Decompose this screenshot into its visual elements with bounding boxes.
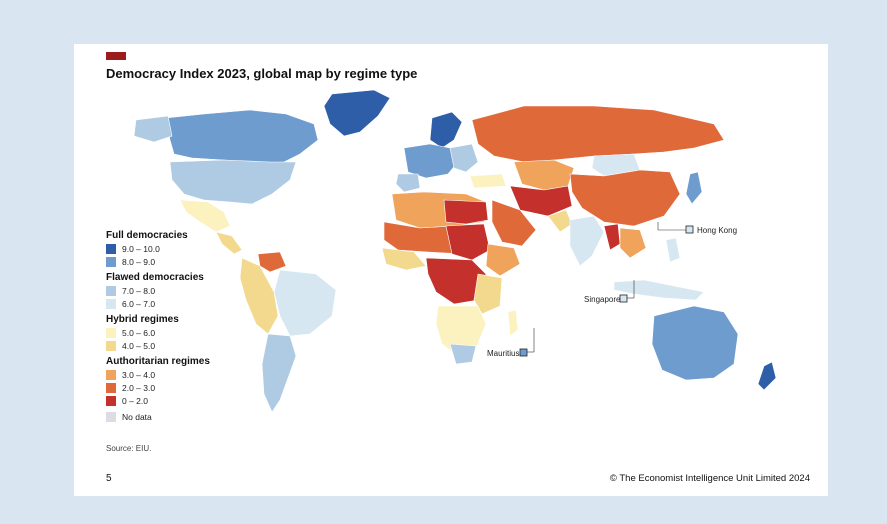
alaska xyxy=(133,115,173,143)
singapore-label: Singapore xyxy=(584,295,621,304)
western-europe xyxy=(403,143,459,179)
eastern-europe xyxy=(449,143,479,173)
japan xyxy=(685,171,703,205)
madagascar xyxy=(507,309,519,337)
page-number: 5 xyxy=(106,473,112,484)
west-africa xyxy=(381,247,427,271)
legend-swatch xyxy=(106,370,116,380)
venezuela xyxy=(257,251,287,273)
singapore-marker xyxy=(619,294,628,303)
legend-row: 2.0 – 3.0 xyxy=(106,382,246,394)
legend-label: 5.0 – 6.0 xyxy=(122,328,156,338)
philippines xyxy=(665,237,681,263)
brand-bar xyxy=(106,52,126,60)
legend-swatch xyxy=(106,328,116,338)
legend-row: 0 – 2.0 xyxy=(106,395,246,407)
south-africa xyxy=(449,343,477,365)
legend-label: 9.0 – 10.0 xyxy=(122,244,160,254)
hong-kong-label: Hong Kong xyxy=(697,226,737,235)
legend-row: 3.0 – 4.0 xyxy=(106,369,246,381)
brazil xyxy=(273,269,337,337)
indonesia xyxy=(613,279,705,301)
legend-label: 0 – 2.0 xyxy=(122,396,148,406)
libya-egypt xyxy=(443,199,489,225)
china xyxy=(569,169,681,227)
legend-row: 9.0 – 10.0 xyxy=(106,243,246,255)
mexico xyxy=(179,199,231,233)
usa xyxy=(169,159,297,205)
legend-row: 8.0 – 9.0 xyxy=(106,256,246,268)
legend-swatch xyxy=(106,396,116,406)
canada xyxy=(165,109,319,165)
map-title: Democracy Index 2023, global map by regi… xyxy=(106,66,418,81)
legend-row: 5.0 – 6.0 xyxy=(106,327,246,339)
arabian-peninsula xyxy=(491,199,537,247)
southeast-asia xyxy=(619,227,647,259)
russia xyxy=(471,105,725,163)
legend-group-title: Flawed democracies xyxy=(106,272,204,283)
legend-row: 6.0 – 7.0 xyxy=(106,298,246,310)
india xyxy=(569,215,605,267)
legend-swatch xyxy=(106,286,116,296)
legend-group-title: Authoritarian regimes xyxy=(106,356,210,367)
legend-label: 8.0 – 9.0 xyxy=(122,257,156,267)
central-africa xyxy=(425,257,487,305)
legend-group-title: Hybrid regimes xyxy=(106,314,179,325)
legend-swatch xyxy=(106,299,116,309)
east-africa xyxy=(473,273,503,315)
new-zealand xyxy=(757,361,777,391)
southern-cone xyxy=(261,333,297,413)
copyright: © The Economist Intelligence Unit Limite… xyxy=(609,473,810,484)
australia xyxy=(651,305,739,381)
legend-group: Flawed democracies 7.0 – 8.0 6.0 – 7.0 xyxy=(106,272,246,310)
legend-row: 4.0 – 5.0 xyxy=(106,340,246,352)
legend-label: 6.0 – 7.0 xyxy=(122,299,156,309)
legend-label: 4.0 – 5.0 xyxy=(122,341,156,351)
world-map: Hong Kong Singapore Mauritius xyxy=(133,89,777,413)
legend-row: 7.0 – 8.0 xyxy=(106,285,246,297)
mauritius-label: Mauritius xyxy=(487,349,519,358)
legend-swatch-no-data xyxy=(106,412,116,422)
sudan-chad xyxy=(445,223,491,261)
legend-swatch xyxy=(106,244,116,254)
legend-swatch xyxy=(106,341,116,351)
legend-label: 2.0 – 3.0 xyxy=(122,383,156,393)
central-asia xyxy=(513,159,575,191)
legend-group: Authoritarian regimes 3.0 – 4.0 2.0 – 3.0 0… xyxy=(106,356,246,407)
greenland xyxy=(323,89,391,137)
scandinavia xyxy=(429,111,463,149)
legend-swatch xyxy=(106,257,116,267)
legend-label: 3.0 – 4.0 xyxy=(122,370,156,380)
central-america xyxy=(215,231,243,255)
legend-label: 7.0 – 8.0 xyxy=(122,286,156,296)
legend-row-no-data: No data xyxy=(106,411,246,423)
hong-kong-marker xyxy=(685,225,694,234)
horn-of-africa xyxy=(485,243,521,277)
mauritius-marker xyxy=(519,348,528,357)
legend-label-no-data: No data xyxy=(122,412,152,422)
source-note: Source: EIU. xyxy=(106,444,152,453)
legend: Full democracies 9.0 – 10.0 8.0 – 9.0 Flawe… xyxy=(106,230,246,424)
myanmar xyxy=(603,223,621,251)
legend-group-title: Full democracies xyxy=(106,230,188,241)
legend-group: Full democracies 9.0 – 10.0 8.0 – 9.0 xyxy=(106,230,246,268)
legend-swatch xyxy=(106,383,116,393)
turkey xyxy=(469,173,507,189)
legend-group: Hybrid regimes 5.0 – 6.0 4.0 – 5.0 xyxy=(106,314,246,352)
report-page: Democracy Index 2023, global map by regi… xyxy=(74,44,828,496)
iberia xyxy=(395,173,421,193)
